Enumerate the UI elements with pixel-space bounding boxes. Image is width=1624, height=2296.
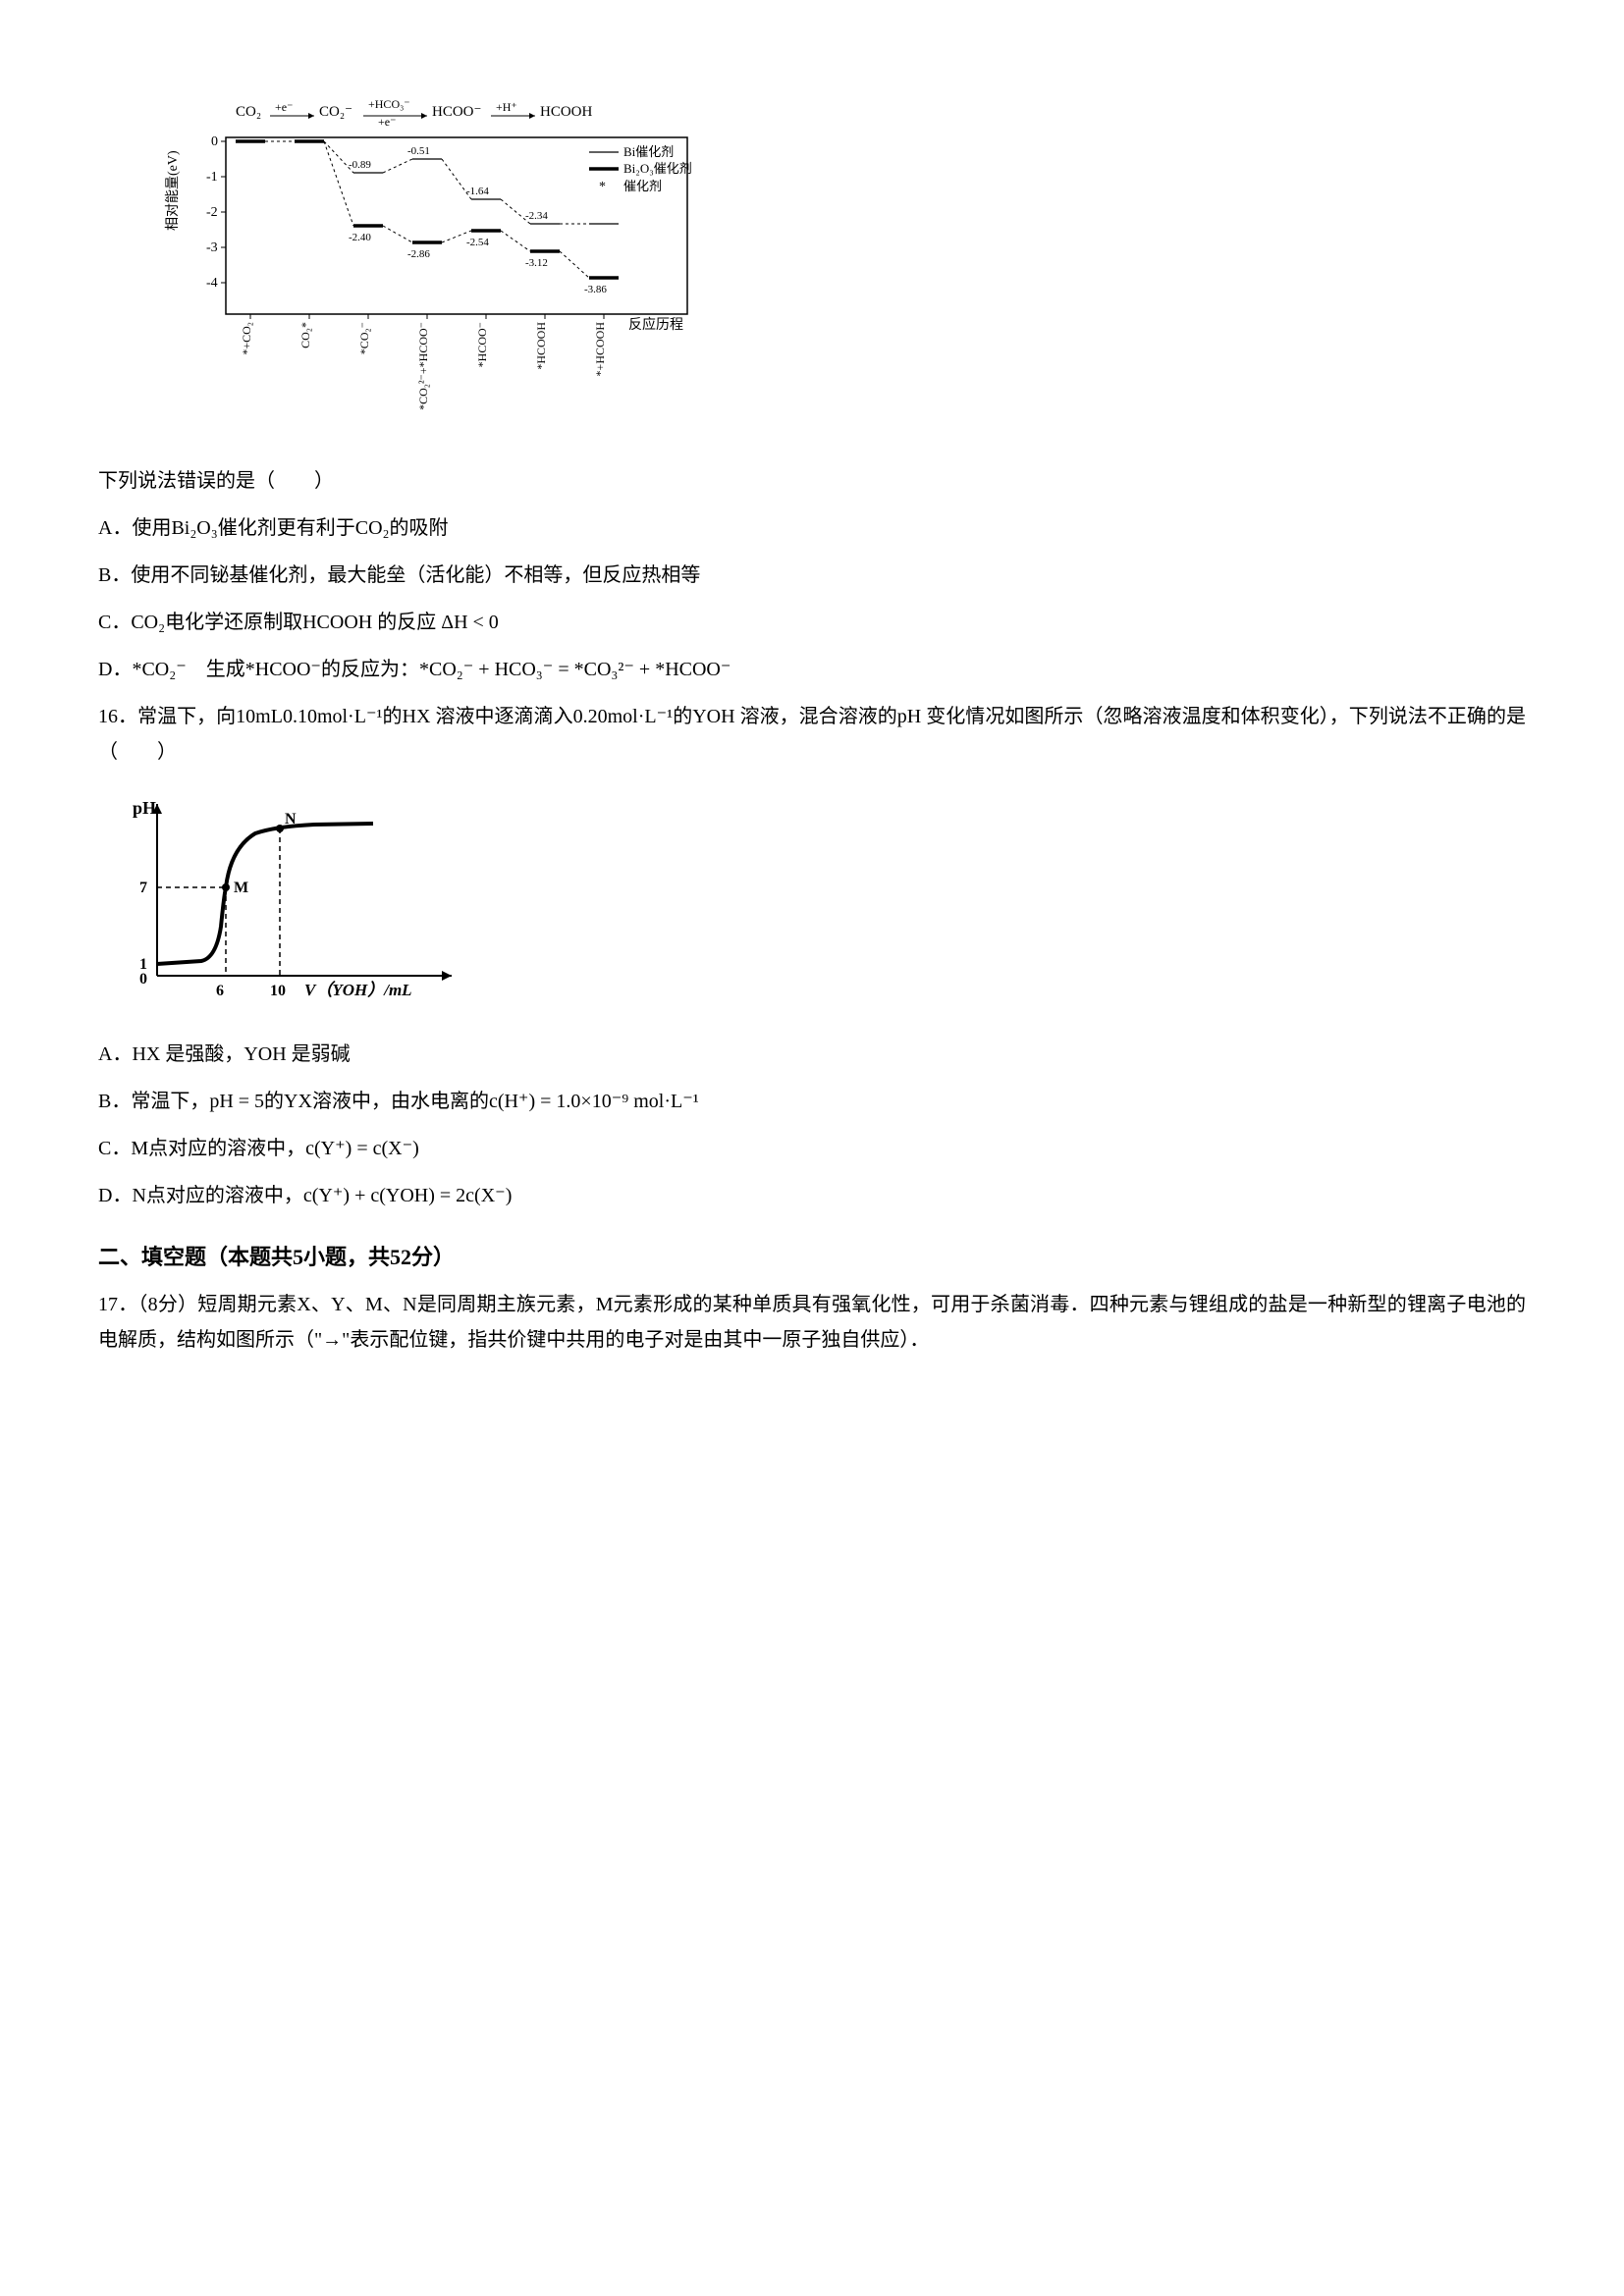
xtick-2: *CO₂⁻ <box>357 322 371 354</box>
q15-option-b: B．使用不同铋基催化剂，最大能垒（活化能）不相等，但反应热相等 <box>98 558 1526 593</box>
bi-val-5: -2.34 <box>525 210 548 222</box>
q15-option-a: A．使用Bi₂O₃催化剂更有利于CO₂的吸附 <box>98 510 1526 546</box>
xtick-0: *+CO₂ <box>240 322 253 355</box>
ytick-3: -3 <box>206 240 218 255</box>
bi2o3-val-6: -3.86 <box>584 284 607 295</box>
legend-marker-3: * <box>599 180 606 194</box>
q16-intro: 16．常温下，向10mL0.10mol·L⁻¹的HX 溶液中逐滴滴入0.20mo… <box>98 699 1526 770</box>
x-axis-arrow <box>442 971 452 981</box>
q15-stem: 下列说法错误的是（ ） <box>98 463 1526 499</box>
q15-energy-chart: CO₂ +e⁻ CO₂⁻ +HCO₃⁻ +e⁻ HCOO⁻ +H⁺ HCOOH … <box>157 98 1526 444</box>
y-label-ph: pH <box>133 798 156 818</box>
arrowhead-3 <box>529 113 535 119</box>
top-label-arrow2a: +HCO₃⁻ <box>368 98 410 111</box>
bi2o3-val-4: -2.54 <box>466 237 489 248</box>
ph-curve <box>157 824 373 964</box>
q16-option-b: B．常温下，pH = 5的YX溶液中，由水电离的c(H⁺) = 1.0×10⁻⁹… <box>98 1084 1526 1119</box>
ytick-4: -4 <box>206 276 218 291</box>
energy-diagram-svg: CO₂ +e⁻ CO₂⁻ +HCO₃⁻ +e⁻ HCOO⁻ +H⁺ HCOOH … <box>157 98 707 432</box>
q16-option-c: C．M点对应的溶液中，c(Y⁺) = c(X⁻) <box>98 1131 1526 1166</box>
legend-text-3: 催化剂 <box>623 179 662 193</box>
x-axis-label: 反应历程 <box>628 316 683 333</box>
xtick-1: CO₂* <box>298 322 312 348</box>
bi2o3-val-3: -2.86 <box>407 248 430 260</box>
xtick-5: *HCOOH <box>534 322 548 370</box>
point-m <box>222 883 230 891</box>
bi2o3-conn-5 <box>560 251 589 278</box>
xtick-6-label: 6 <box>216 983 224 999</box>
q16-ph-chart: pH 0 1 7 6 10 V（YOH）/mL M N <box>118 789 1526 1017</box>
bi2o3-val-2: -2.40 <box>349 232 371 243</box>
bi-val-4: -1.64 <box>466 186 489 197</box>
ytick-7-label: 7 <box>139 880 147 896</box>
top-label-arrow2b: +e⁻ <box>378 115 396 129</box>
legend-text-2: Bi₂O₃催化剂 <box>623 161 692 176</box>
top-label-1: CO₂ <box>236 104 261 120</box>
ytick-0: 0 <box>211 134 218 149</box>
ytick-1: -1 <box>206 170 218 185</box>
top-label-2: CO₂⁻ <box>319 104 352 120</box>
q17-intro: 17．（8分）短周期元素X、Y、M、N是同周期主族元素，M元素形成的某种单质具有… <box>98 1287 1526 1358</box>
point-n-label: N <box>285 811 297 828</box>
q15-option-d: D．*CO₂⁻ 生成*HCOO⁻的反应为：*CO₂⁻ + HCO₃⁻ = *CO… <box>98 652 1526 687</box>
top-label-3: HCOO⁻ <box>432 104 481 120</box>
y-axis-label: 相对能量(eV) <box>165 150 181 231</box>
x-label-v: V（YOH）/mL <box>304 981 412 999</box>
top-label-arrow1: +e⁻ <box>275 100 293 114</box>
q16-option-d: D．N点对应的溶液中，c(Y⁺) + c(YOH) = 2c(X⁻) <box>98 1178 1526 1213</box>
bi-val-3: -0.51 <box>407 145 430 157</box>
point-n <box>276 825 284 832</box>
ph-curve-svg: pH 0 1 7 6 10 V（YOH）/mL M N <box>118 789 491 1005</box>
xtick-3: *CO₂²⁻+*HCOO⁻ <box>416 322 430 410</box>
legend-text-1: Bi催化剂 <box>623 144 674 159</box>
top-label-arrow3: +H⁺ <box>496 100 517 114</box>
ytick-0-label: 0 <box>139 971 147 988</box>
bi2o3-conn-1 <box>324 141 353 226</box>
q15-option-c: C．CO₂电化学还原制取HCOOH 的反应 ΔH < 0 <box>98 605 1526 640</box>
bi-conn-2 <box>383 159 412 173</box>
arrowhead-1 <box>308 113 314 119</box>
bi2o3-val-5: -3.12 <box>525 257 548 269</box>
ytick-2: -2 <box>206 205 218 220</box>
point-m-label: M <box>234 880 248 896</box>
bi2o3-conn-4 <box>501 231 530 251</box>
q16-option-a: A．HX 是强酸，YOH 是弱碱 <box>98 1037 1526 1072</box>
xtick-4: *HCOO⁻ <box>475 322 489 367</box>
top-label-4: HCOOH <box>540 104 593 120</box>
arrowhead-2 <box>421 113 427 119</box>
bi2o3-conn-2 <box>383 226 412 242</box>
xtick-10-label: 10 <box>270 983 286 999</box>
bi-val-2: -0.89 <box>349 159 371 171</box>
chart-frame <box>226 137 687 314</box>
xtick-6: *+HCOOH <box>593 322 607 377</box>
ytick-1-label: 1 <box>139 956 147 973</box>
section-2-header: 二、填空题（本题共5小题，共52分） <box>98 1238 1526 1277</box>
